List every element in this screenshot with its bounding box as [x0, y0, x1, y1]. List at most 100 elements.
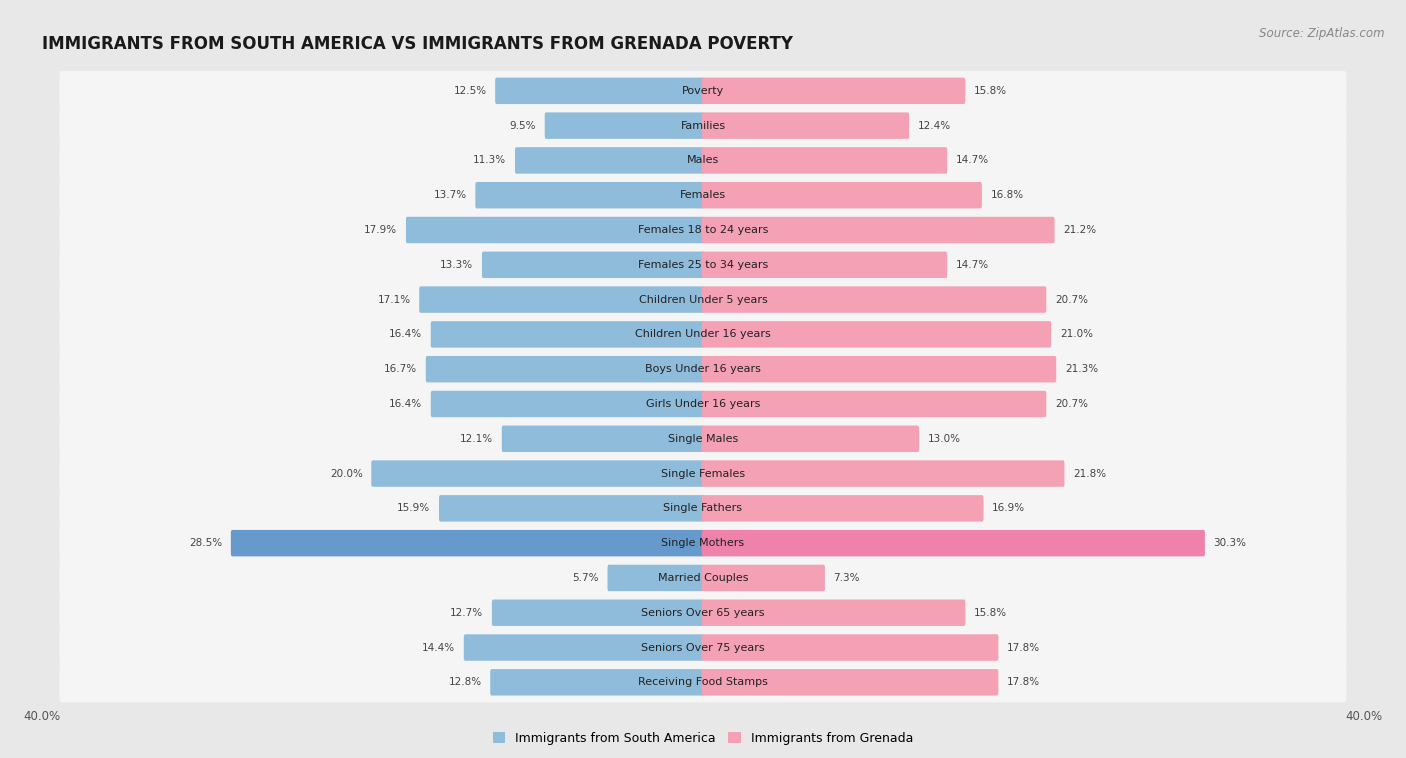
- FancyBboxPatch shape: [59, 662, 1347, 703]
- FancyBboxPatch shape: [59, 384, 1347, 424]
- FancyBboxPatch shape: [702, 356, 1056, 382]
- Text: 12.7%: 12.7%: [450, 608, 484, 618]
- Text: Seniors Over 65 years: Seniors Over 65 years: [641, 608, 765, 618]
- Text: 20.0%: 20.0%: [330, 468, 363, 478]
- FancyBboxPatch shape: [702, 460, 1064, 487]
- Text: Poverty: Poverty: [682, 86, 724, 96]
- FancyBboxPatch shape: [495, 77, 704, 104]
- FancyBboxPatch shape: [426, 356, 704, 382]
- FancyBboxPatch shape: [59, 628, 1347, 668]
- Text: 11.3%: 11.3%: [474, 155, 506, 165]
- Text: Children Under 16 years: Children Under 16 years: [636, 330, 770, 340]
- FancyBboxPatch shape: [702, 182, 981, 208]
- FancyBboxPatch shape: [475, 182, 704, 208]
- Text: Seniors Over 75 years: Seniors Over 75 years: [641, 643, 765, 653]
- Legend: Immigrants from South America, Immigrants from Grenada: Immigrants from South America, Immigrant…: [488, 727, 918, 750]
- Text: 12.5%: 12.5%: [454, 86, 486, 96]
- FancyBboxPatch shape: [430, 321, 704, 348]
- FancyBboxPatch shape: [430, 391, 704, 417]
- Text: 7.3%: 7.3%: [834, 573, 860, 583]
- FancyBboxPatch shape: [502, 425, 704, 452]
- FancyBboxPatch shape: [406, 217, 704, 243]
- FancyBboxPatch shape: [702, 565, 825, 591]
- Text: 13.3%: 13.3%: [440, 260, 474, 270]
- FancyBboxPatch shape: [59, 105, 1347, 146]
- Text: Receiving Food Stamps: Receiving Food Stamps: [638, 678, 768, 688]
- Text: Girls Under 16 years: Girls Under 16 years: [645, 399, 761, 409]
- Text: 13.0%: 13.0%: [928, 434, 960, 443]
- FancyBboxPatch shape: [702, 321, 1052, 348]
- FancyBboxPatch shape: [702, 600, 966, 626]
- FancyBboxPatch shape: [59, 70, 1347, 111]
- Text: IMMIGRANTS FROM SOUTH AMERICA VS IMMIGRANTS FROM GRENADA POVERTY: IMMIGRANTS FROM SOUTH AMERICA VS IMMIGRA…: [42, 35, 793, 53]
- Text: 15.8%: 15.8%: [974, 608, 1007, 618]
- Text: 21.3%: 21.3%: [1064, 364, 1098, 374]
- FancyBboxPatch shape: [515, 147, 704, 174]
- FancyBboxPatch shape: [59, 280, 1347, 320]
- FancyBboxPatch shape: [702, 495, 984, 522]
- Text: 17.8%: 17.8%: [1007, 678, 1040, 688]
- FancyBboxPatch shape: [59, 453, 1347, 493]
- FancyBboxPatch shape: [702, 530, 1205, 556]
- Text: 16.4%: 16.4%: [389, 330, 422, 340]
- FancyBboxPatch shape: [59, 488, 1347, 528]
- FancyBboxPatch shape: [231, 530, 704, 556]
- Text: 21.8%: 21.8%: [1073, 468, 1107, 478]
- Text: Families: Families: [681, 121, 725, 130]
- Text: Source: ZipAtlas.com: Source: ZipAtlas.com: [1260, 27, 1385, 39]
- Text: 5.7%: 5.7%: [572, 573, 599, 583]
- Text: Boys Under 16 years: Boys Under 16 years: [645, 364, 761, 374]
- FancyBboxPatch shape: [492, 600, 704, 626]
- Text: 12.4%: 12.4%: [918, 121, 950, 130]
- Text: Single Males: Single Males: [668, 434, 738, 443]
- FancyBboxPatch shape: [59, 140, 1347, 180]
- FancyBboxPatch shape: [419, 287, 704, 313]
- Text: 16.4%: 16.4%: [389, 399, 422, 409]
- FancyBboxPatch shape: [702, 669, 998, 696]
- Text: 12.8%: 12.8%: [449, 678, 482, 688]
- FancyBboxPatch shape: [702, 217, 1054, 243]
- Text: 14.7%: 14.7%: [956, 260, 988, 270]
- Text: 15.8%: 15.8%: [974, 86, 1007, 96]
- FancyBboxPatch shape: [702, 287, 1046, 313]
- FancyBboxPatch shape: [59, 315, 1347, 355]
- Text: 16.8%: 16.8%: [990, 190, 1024, 200]
- Text: 28.5%: 28.5%: [190, 538, 222, 548]
- Text: 17.8%: 17.8%: [1007, 643, 1040, 653]
- FancyBboxPatch shape: [544, 112, 704, 139]
- FancyBboxPatch shape: [702, 147, 948, 174]
- FancyBboxPatch shape: [702, 425, 920, 452]
- FancyBboxPatch shape: [491, 669, 704, 696]
- Text: Single Mothers: Single Mothers: [661, 538, 745, 548]
- FancyBboxPatch shape: [59, 210, 1347, 250]
- Text: 14.4%: 14.4%: [422, 643, 456, 653]
- Text: Females 18 to 24 years: Females 18 to 24 years: [638, 225, 768, 235]
- FancyBboxPatch shape: [59, 418, 1347, 459]
- Text: 20.7%: 20.7%: [1054, 295, 1088, 305]
- Text: Females 25 to 34 years: Females 25 to 34 years: [638, 260, 768, 270]
- FancyBboxPatch shape: [702, 112, 910, 139]
- Text: 12.1%: 12.1%: [460, 434, 494, 443]
- Text: 20.7%: 20.7%: [1054, 399, 1088, 409]
- FancyBboxPatch shape: [59, 349, 1347, 389]
- Text: Single Fathers: Single Fathers: [664, 503, 742, 513]
- FancyBboxPatch shape: [59, 558, 1347, 598]
- Text: 17.1%: 17.1%: [377, 295, 411, 305]
- FancyBboxPatch shape: [59, 245, 1347, 285]
- FancyBboxPatch shape: [702, 391, 1046, 417]
- Text: Single Females: Single Females: [661, 468, 745, 478]
- FancyBboxPatch shape: [702, 77, 966, 104]
- Text: 14.7%: 14.7%: [956, 155, 988, 165]
- Text: 21.2%: 21.2%: [1063, 225, 1097, 235]
- FancyBboxPatch shape: [702, 252, 948, 278]
- Text: Children Under 5 years: Children Under 5 years: [638, 295, 768, 305]
- Text: Males: Males: [688, 155, 718, 165]
- FancyBboxPatch shape: [59, 593, 1347, 633]
- Text: 16.9%: 16.9%: [993, 503, 1025, 513]
- Text: 17.9%: 17.9%: [364, 225, 398, 235]
- FancyBboxPatch shape: [439, 495, 704, 522]
- FancyBboxPatch shape: [464, 634, 704, 661]
- FancyBboxPatch shape: [371, 460, 704, 487]
- FancyBboxPatch shape: [59, 523, 1347, 563]
- FancyBboxPatch shape: [702, 634, 998, 661]
